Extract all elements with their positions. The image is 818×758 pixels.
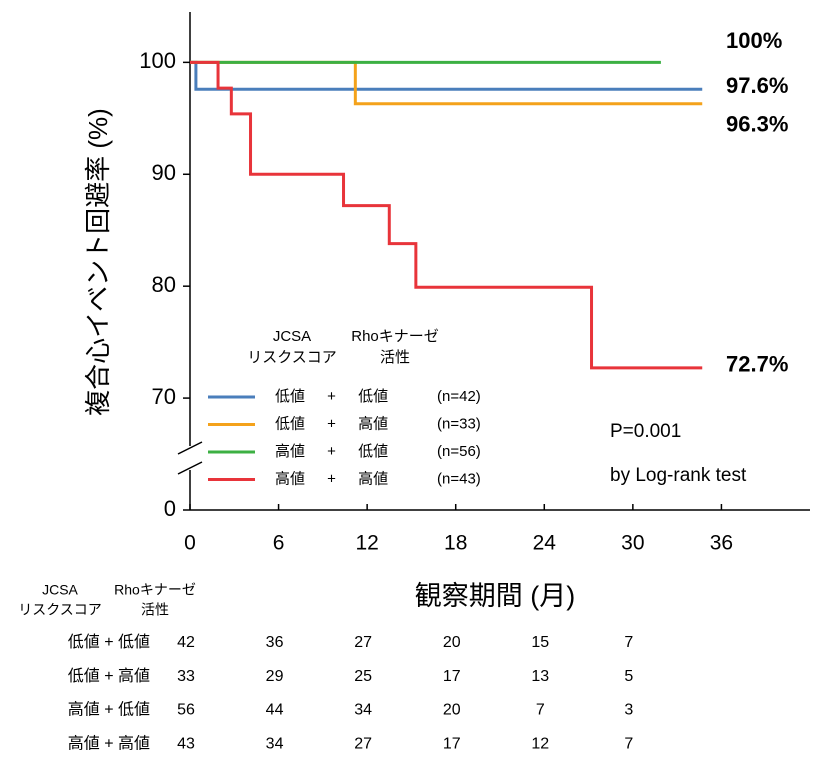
table-cell: 43 [177,735,195,752]
table-cell: 34 [266,735,284,752]
legend-label: 高値 + 低値 [275,443,388,460]
table-cell: 17 [443,735,461,752]
table-cell: 33 [177,668,195,685]
table-cell: 12 [531,735,549,752]
table-cell: 29 [266,668,284,685]
table-cell: 13 [531,668,549,685]
x-tick-label: 0 [184,532,196,555]
table-cell: 7 [624,735,633,752]
axis-break [177,441,203,455]
table-cell: 25 [354,668,372,685]
table-header: Rhoキナーゼ [114,582,196,598]
y-tick-label: 70 [152,384,176,409]
table-header: リスクスコア [18,602,102,618]
table-cell: 15 [531,634,549,651]
table-cell: 42 [177,634,195,651]
annotation: P=0.001 [610,421,681,442]
survival-line [190,60,703,106]
table-cell: 17 [443,668,461,685]
x-tick-label: 30 [621,532,644,555]
legend-n: (n=33) [437,415,481,432]
x-axis-label: 観察期間 (月) [415,581,575,611]
table-cell: 56 [177,702,195,719]
table-cell: 7 [624,634,633,651]
table-cell: 27 [354,735,372,752]
table-cell: 3 [624,702,633,719]
legend-n: (n=43) [437,470,481,487]
table-cell: 5 [624,668,633,685]
table-header: JCSA [42,582,78,598]
annotation: by Log-rank test [610,465,747,486]
table-cell: 34 [354,702,372,719]
axis-break [177,461,203,475]
end-label: 97.6% [726,73,788,98]
x-tick-label: 12 [355,532,378,555]
end-label: 100% [726,28,782,53]
x-tick-label: 6 [273,532,285,555]
legend-header: 活性 [380,349,410,366]
y-tick-label: 90 [152,160,176,185]
table-row-label: 高値 + 低値 [68,701,150,719]
table-cell: 44 [266,702,284,719]
x-tick-label: 24 [533,532,557,555]
legend-label: 低値 + 高値 [275,415,388,432]
table-row-label: 高値 + 高値 [68,734,150,752]
table-row-label: 低値 + 低値 [68,633,150,651]
table-header: 活性 [141,602,169,618]
legend-n: (n=42) [437,388,481,405]
table-cell: 20 [443,702,461,719]
x-tick-label: 18 [444,532,467,555]
y-tick-label: 80 [152,272,176,297]
y-axis-label: 複合心イベント回避率 (%) [83,108,113,416]
end-label: 72.7% [726,352,788,377]
end-label: 96.3% [726,112,788,137]
legend-header: Rhoキナーゼ [351,328,439,345]
table-cell: 7 [536,702,545,719]
survival-line [190,60,703,370]
y-tick-label: 0 [164,496,176,521]
legend-header: JCSA [273,328,311,345]
legend-n: (n=56) [437,443,481,460]
table-row-label: 低値 + 高値 [68,667,150,685]
table-cell: 36 [266,634,284,651]
x-tick-label: 36 [710,532,733,555]
table-cell: 20 [443,634,461,651]
legend-header: リスクスコア [247,349,337,366]
legend-label: 高値 + 高値 [275,470,388,487]
table-cell: 27 [354,634,372,651]
legend-label: 低値 + 低値 [275,388,388,405]
y-tick-label: 100 [139,48,176,73]
survival-line [190,60,703,91]
